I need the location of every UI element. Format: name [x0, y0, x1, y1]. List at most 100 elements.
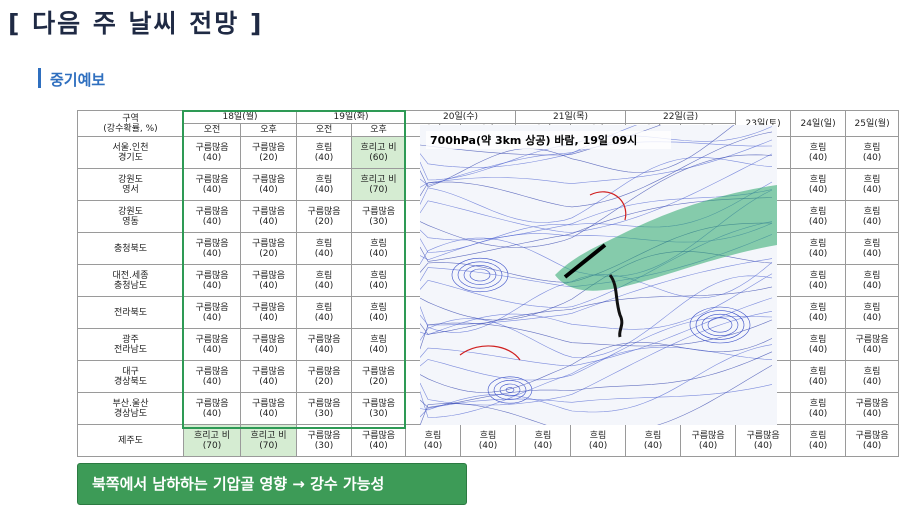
streamline: [420, 384, 773, 418]
forecast-cell: 흐림 (40): [515, 424, 572, 457]
vortex: [451, 257, 509, 293]
streamline: [420, 273, 773, 336]
region: 제주도: [77, 424, 184, 457]
day-header: 22일(금): [625, 110, 737, 124]
vortex: [505, 387, 515, 393]
vortex: [487, 376, 533, 404]
forecast-cell: 구름많음 (40): [183, 328, 241, 361]
day-header: 25일(월): [845, 110, 900, 137]
forecast-cell: 흐림 (40): [351, 232, 407, 265]
region: 부산.울산 경상남도: [77, 392, 184, 425]
forecast-cell: 구름많음 (40): [239, 168, 298, 201]
forecast-cell: 흐림 (40): [790, 264, 847, 297]
forecast-cell: 구름많음 (40): [183, 392, 241, 425]
wind-band: [555, 185, 777, 291]
forecast-cell: 구름많음 (40): [183, 136, 241, 169]
region: 대구 경상북도: [77, 360, 184, 393]
forecast-cell: 흐리고 비 (70): [239, 424, 298, 457]
forecast-cell: 흐림 (40): [845, 168, 900, 201]
map-title: 700hPa(약 3km 상공) 바람, 19일 09시: [430, 133, 637, 147]
subtitle-bar: [38, 68, 41, 88]
forecast-cell: 구름많음 (40): [845, 392, 900, 425]
forecast-cell: 구름많음 (40): [183, 232, 241, 265]
period-header: 오전: [183, 123, 241, 137]
forecast-cell: 흐림 (40): [296, 136, 353, 169]
streamline: [420, 344, 773, 413]
forecast-cell: 흐림 (40): [790, 360, 847, 393]
streamline: [420, 311, 773, 406]
forecast-cell: 흐림 (40): [845, 360, 900, 393]
forecast-cell: 흐림 (40): [296, 264, 353, 297]
vortex: [499, 383, 521, 397]
forecast-cell: 흐림 (40): [351, 264, 407, 297]
region: 강원도 영동: [77, 200, 184, 233]
forecast-cell: 흐림 (40): [790, 424, 847, 457]
forecast-cell: 흐림 (40): [790, 168, 847, 201]
forecast-cell: 구름많음 (40): [183, 264, 241, 297]
forecast-cell: 구름많음 (20): [296, 360, 353, 393]
forecast-cell: 구름많음 (20): [351, 360, 407, 393]
forecast-cell: 흐림 (40): [845, 232, 900, 265]
vortex: [695, 310, 745, 340]
day-header: 18일(월): [182, 110, 298, 124]
forecast-cell: 흐림 (40): [845, 200, 900, 233]
forecast-cell: 구름많음 (40): [183, 168, 241, 201]
forecast-cell: 흐림 (40): [790, 296, 847, 329]
forecast-cell: 구름많음 (40): [183, 200, 241, 233]
forecast-cell: 흐리고 비 (70): [351, 168, 407, 201]
forecast-cell: 흐림 (40): [845, 136, 900, 169]
day-header: 24일(일): [790, 110, 847, 137]
forecast-cell: 흐림 (40): [790, 232, 847, 265]
streamline: [420, 275, 773, 358]
corner-header: 구역 (강수확률, %): [77, 110, 184, 137]
forecast-cell: 구름많음 (40): [239, 296, 298, 329]
contour: [589, 191, 627, 221]
streamline: [420, 316, 773, 381]
vortex: [493, 380, 527, 400]
streamline: [420, 139, 773, 188]
vortex: [457, 261, 503, 289]
region: 강원도 영서: [77, 168, 184, 201]
streamline: [420, 286, 773, 335]
streamline: [420, 189, 773, 241]
forecast-cell: 흐리고 비 (60): [351, 136, 407, 169]
streamline: [420, 351, 773, 408]
vortex: [707, 317, 733, 333]
forecast-cell: 흐리고 비 (70): [183, 424, 241, 457]
forecast-cell: 구름많음 (40): [239, 328, 298, 361]
forecast-cell: 구름많음 (40): [735, 424, 792, 457]
forecast-cell: 구름많음 (40): [296, 328, 353, 361]
day-header: 21일(목): [515, 110, 627, 124]
period-header: 오후: [351, 123, 407, 137]
forecast-cell: 구름많음 (40): [845, 328, 900, 361]
streamline: [420, 153, 773, 233]
forecast-cell: 구름많음 (40): [351, 424, 407, 457]
forecast-cell: 흐림 (40): [845, 264, 900, 297]
forecast-cell: 흐림 (40): [351, 296, 407, 329]
streamline: [420, 346, 773, 418]
day-header: 19일(화): [296, 110, 407, 124]
forecast-cell: 구름많음 (40): [239, 200, 298, 233]
contour: [459, 345, 521, 361]
subtitle: 중기예보: [50, 71, 106, 89]
forecast-cell: 흐림 (40): [460, 424, 517, 457]
forecast-cell: 흐림 (40): [790, 136, 847, 169]
forecast-cell: 흐림 (40): [405, 424, 462, 457]
streamline: [420, 157, 773, 223]
forecast-cell: 구름많음 (40): [239, 392, 298, 425]
forecast-cell: 구름많음 (30): [351, 200, 407, 233]
period-header: 오전: [296, 123, 353, 137]
forecast-cell: 흐림 (40): [845, 296, 900, 329]
streamline: [420, 297, 773, 367]
callout: 북쪽에서 남하하는 기압골 영향 → 강수 가능성: [77, 463, 467, 505]
forecast-cell: 흐림 (40): [570, 424, 627, 457]
korea-outline: [608, 274, 624, 338]
forecast-cell: 흐림 (40): [790, 328, 847, 361]
forecast-cell: 흐림 (40): [790, 392, 847, 425]
region: 충청북도: [77, 232, 184, 265]
forecast-cell: 구름많음 (40): [183, 360, 241, 393]
map-title-bg: [426, 131, 671, 149]
wind-map: 700hPa(약 3km 상공) 바람, 19일 09시: [420, 125, 777, 425]
forecast-cell: 구름많음 (40): [239, 264, 298, 297]
forecast-cell: 흐림 (40): [625, 424, 682, 457]
